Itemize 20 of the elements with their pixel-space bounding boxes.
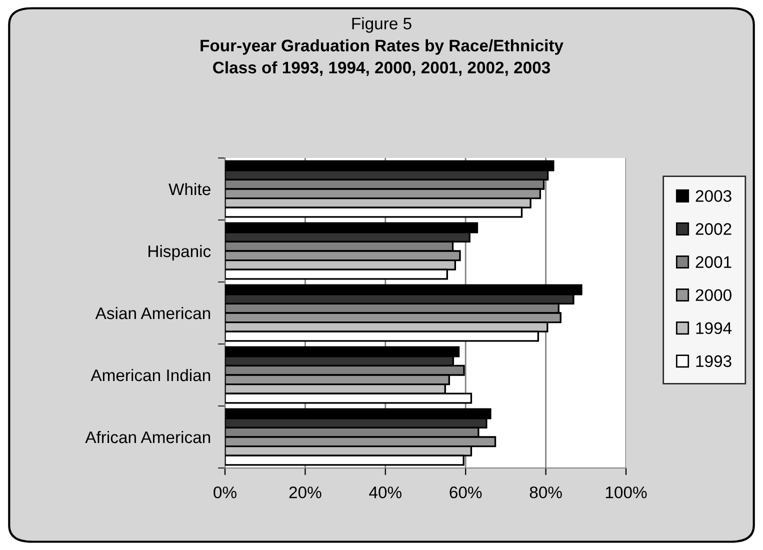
legend-label: 2001 — [696, 256, 732, 268]
chart-subtitle: Class of 1993, 1994, 2000, 2001, 2002, 2003 — [213, 61, 550, 76]
y-tick-label: American Indian — [90, 368, 210, 382]
legend-label: 1993 — [696, 355, 732, 368]
legend-label: 2000 — [696, 289, 732, 302]
legend-label: 2002 — [696, 223, 732, 235]
legend-label: 1994 — [696, 322, 732, 334]
x-tick-label: 20% — [289, 486, 322, 498]
x-tick-label: 100% — [606, 486, 647, 498]
y-tick-label: White — [168, 182, 210, 196]
y-tick-label: Asian American — [95, 306, 210, 320]
y-tick-label: African American — [85, 430, 210, 444]
x-tick-label: 80% — [530, 486, 562, 498]
y-tick-label: Hispanic — [148, 244, 211, 260]
x-tick-label: 0% — [214, 486, 236, 498]
legend-label: 2003 — [696, 190, 732, 202]
x-tick-label: 40% — [369, 486, 402, 498]
x-tick-label: 60% — [450, 486, 482, 498]
chart-title: Four-year Graduation Rates by Race/Ethnicity — [200, 39, 564, 55]
caption: Figure 5 — [352, 17, 412, 33]
